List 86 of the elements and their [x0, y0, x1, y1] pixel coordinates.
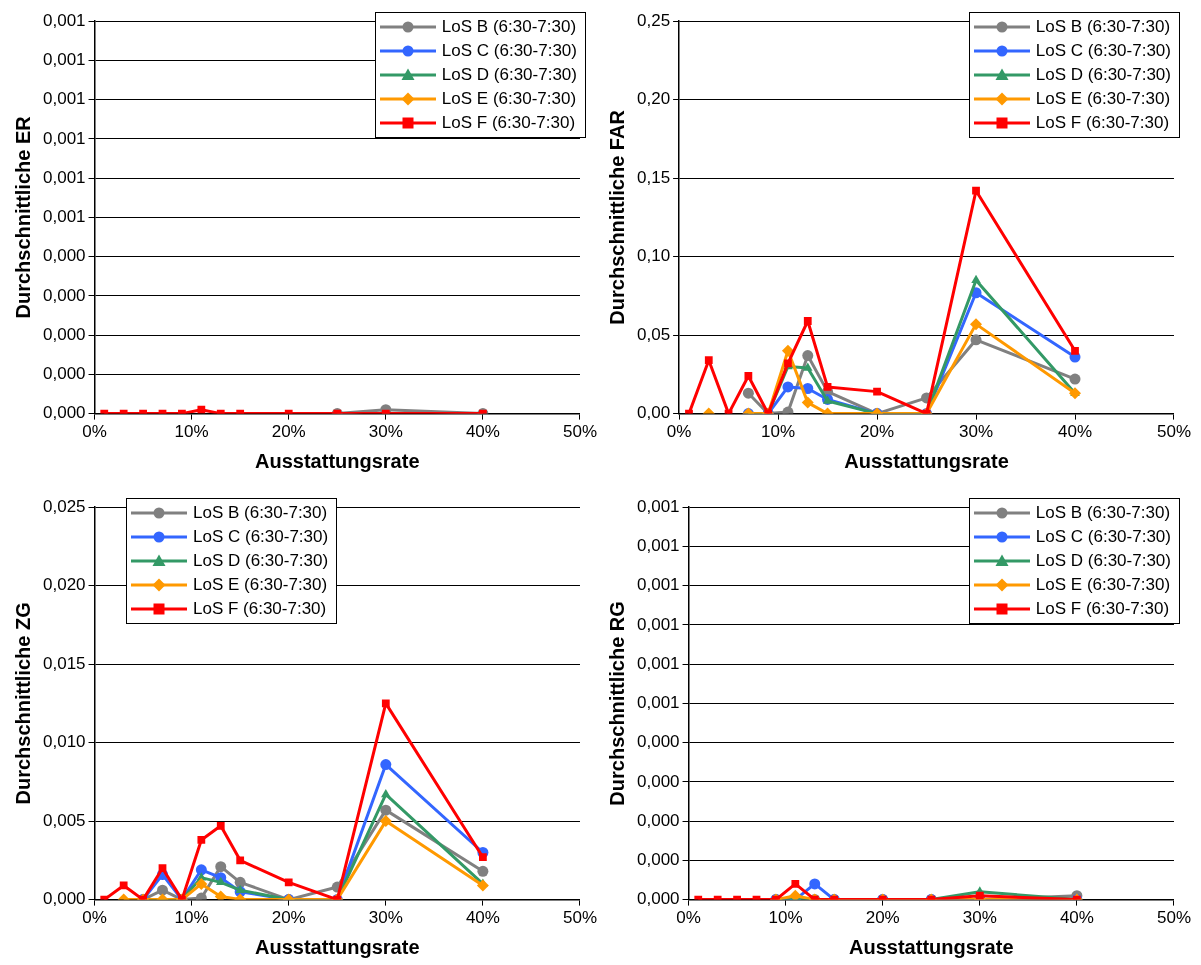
y-tick-label: 0,001 [636, 536, 680, 556]
y-tick-label: 0,001 [636, 693, 680, 713]
y-tick-label: 0,000 [42, 403, 86, 423]
x-axis-title: Ausstattungsrate [255, 449, 420, 472]
legend-label: LoS F (6:30-7:30) [193, 599, 327, 619]
y-tick-label: 0,000 [636, 889, 680, 909]
legend-label: LoS C (6:30-7:30) [1035, 527, 1171, 547]
y-tick-label: 0,001 [42, 89, 86, 109]
x-tick-label: 50% [562, 908, 597, 928]
x-tick-label: 10% [761, 422, 796, 442]
x-tick-label: 10% [174, 422, 209, 442]
y-tick-label: 0,20 [636, 89, 671, 109]
legend-label: LoS F (6:30-7:30) [441, 113, 576, 133]
x-tick-label: 50% [562, 422, 597, 442]
y-tick-label: 0,015 [42, 653, 86, 673]
x-tick-label: 0% [82, 908, 107, 928]
y-tick-label: 0,001 [42, 207, 86, 227]
legend-label: LoS D (6:30-7:30) [441, 65, 577, 85]
y-tick-label: 0,000 [636, 732, 680, 752]
x-tick-label: 20% [860, 422, 895, 442]
legend-label: LoS B (6:30-7:30) [1035, 503, 1171, 523]
legend-label: LoS D (6:30-7:30) [193, 551, 329, 571]
x-tick-label: 30% [368, 422, 403, 442]
y-axis-title: Durchschnittliche ZG [11, 602, 34, 805]
y-tick-label: 0,000 [42, 324, 86, 344]
y-tick-label: 0,000 [42, 889, 86, 909]
x-tick-label: 0% [82, 422, 107, 442]
x-tick-label: 40% [465, 422, 500, 442]
x-tick-label: 30% [962, 908, 997, 928]
legend-label: LoS F (6:30-7:30) [1035, 599, 1170, 619]
y-tick-label: 0,10 [636, 246, 671, 266]
x-tick-label: 20% [271, 422, 306, 442]
x-tick-label: 40% [1057, 422, 1093, 442]
x-tick-label: 30% [959, 422, 994, 442]
x-tick-label: 10% [768, 908, 803, 928]
y-tick-label: 0,001 [42, 128, 86, 148]
y-axis-title: Durchschnittliche FAR [605, 109, 628, 325]
x-tick-label: 20% [271, 908, 306, 928]
legend-label: LoS C (6:30-7:30) [193, 527, 329, 547]
x-tick-label: 40% [465, 908, 500, 928]
x-axis-title: Ausstattungsrate [849, 935, 1014, 958]
x-tick-label: 20% [865, 908, 900, 928]
y-tick-label: 0,25 [636, 10, 671, 30]
legend-label: LoS F (6:30-7:30) [1035, 113, 1170, 133]
y-tick-label: 0,000 [636, 771, 680, 791]
y-tick-label: 0,000 [42, 246, 86, 266]
legend-label: LoS B (6:30-7:30) [193, 503, 328, 523]
x-tick-label: 0% [666, 422, 692, 442]
legend-label: LoS C (6:30-7:30) [441, 41, 577, 61]
y-tick-label: 0,001 [42, 10, 86, 30]
y-tick-label: 0,15 [636, 167, 671, 187]
x-tick-label: 10% [174, 908, 209, 928]
x-tick-label: 40% [1059, 908, 1094, 928]
legend-label: LoS B (6:30-7:30) [1035, 17, 1171, 37]
legend-label: LoS D (6:30-7:30) [1035, 65, 1171, 85]
y-tick-label: 0,000 [636, 850, 680, 870]
legend-label: LoS E (6:30-7:30) [1035, 575, 1171, 595]
x-tick-label: 0% [676, 908, 701, 928]
y-tick-label: 0,001 [42, 50, 86, 70]
y-tick-label: 0,025 [42, 496, 86, 516]
y-tick-label: 0,00 [636, 403, 671, 423]
y-tick-label: 0,001 [636, 614, 680, 634]
y-tick-label: 0,000 [42, 364, 86, 384]
x-axis-title: Ausstattungsrate [255, 935, 420, 958]
x-tick-label: 50% [1156, 422, 1191, 442]
x-tick-label: 30% [368, 908, 403, 928]
y-tick-label: 0,005 [42, 810, 86, 830]
legend-label: LoS D (6:30-7:30) [1035, 551, 1171, 571]
x-tick-label: 50% [1156, 908, 1191, 928]
y-tick-label: 0,001 [42, 167, 86, 187]
legend-label: LoS E (6:30-7:30) [441, 89, 577, 109]
y-tick-label: 0,001 [636, 575, 680, 595]
x-axis-title: Ausstattungsrate [844, 449, 1009, 472]
y-tick-label: 0,05 [636, 324, 671, 344]
y-tick-label: 0,020 [42, 575, 86, 595]
legend-label: LoS B (6:30-7:30) [441, 17, 577, 37]
y-tick-label: 0,001 [636, 653, 680, 673]
legend-label: LoS C (6:30-7:30) [1035, 41, 1171, 61]
legend-label: LoS E (6:30-7:30) [1035, 89, 1171, 109]
y-axis-title: Durchschnittliche ER [11, 115, 34, 319]
y-tick-label: 0,001 [636, 496, 680, 516]
y-tick-label: 0,010 [42, 732, 86, 752]
legend-label: LoS E (6:30-7:30) [193, 575, 328, 595]
y-tick-label: 0,000 [42, 285, 86, 305]
y-axis-title: Durchschnittliche RG [605, 601, 628, 806]
y-tick-label: 0,000 [636, 810, 680, 830]
